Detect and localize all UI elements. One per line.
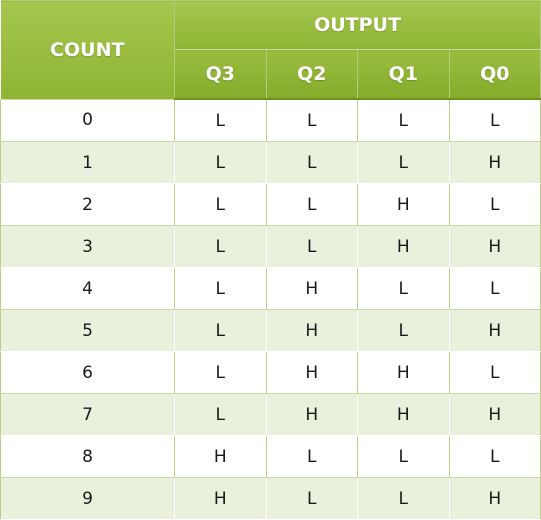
count-cell: 1: [0, 141, 175, 184]
table-row: 2 L L H L: [0, 183, 541, 226]
q3-cell: L: [174, 98, 267, 142]
table-row: 4 L H L L: [0, 267, 541, 310]
q1-cell: L: [357, 435, 450, 478]
count-cell: 6: [0, 351, 175, 394]
q2-cell: H: [265, 267, 358, 310]
q1-cell: L: [357, 267, 450, 310]
table-row: 5 L H L H: [0, 309, 541, 352]
q1-cell: L: [357, 477, 450, 520]
q3-cell: L: [174, 183, 267, 226]
q2-header: Q2: [265, 49, 358, 100]
q3-cell: H: [174, 435, 267, 478]
q2-cell: L: [265, 141, 358, 184]
q0-cell: L: [448, 435, 541, 478]
q3-cell: L: [174, 309, 267, 352]
q0-cell: H: [448, 141, 541, 184]
table-row: 7 L H H H: [0, 393, 541, 436]
q1-cell: H: [357, 183, 450, 226]
q0-cell: H: [448, 225, 541, 268]
q0-cell: L: [448, 183, 541, 226]
q3-cell: L: [174, 393, 267, 436]
table-header: COUNT OUTPUT Q3 Q2 Q1 Q0: [0, 0, 541, 100]
q1-cell: H: [357, 351, 450, 394]
q2-cell: L: [265, 225, 358, 268]
table-row: 3 L L H H: [0, 225, 541, 268]
q1-cell: H: [357, 393, 450, 436]
q0-cell: H: [448, 309, 541, 352]
q3-cell: L: [174, 225, 267, 268]
q2-cell: H: [265, 351, 358, 394]
q0-cell: H: [448, 393, 541, 436]
q2-cell: L: [265, 98, 358, 142]
header-row-top: COUNT OUTPUT: [0, 0, 541, 100]
q3-cell: H: [174, 477, 267, 520]
count-cell: 0: [0, 98, 175, 142]
q3-cell: L: [174, 141, 267, 184]
q2-cell: L: [265, 435, 358, 478]
output-header: OUTPUT: [173, 0, 541, 50]
q1-cell: L: [357, 141, 450, 184]
header-row-sub: Q3 Q2 Q1 Q0: [1, 49, 541, 100]
table-row: 0 L L L L: [0, 98, 541, 142]
count-cell: 9: [0, 477, 175, 520]
q3-header: Q3: [174, 49, 267, 100]
table-row: 6 L H H L: [0, 351, 541, 394]
count-cell: 8: [0, 435, 175, 478]
q2-cell: L: [265, 477, 358, 520]
q3-cell: L: [174, 351, 267, 394]
q0-header: Q0: [448, 49, 541, 100]
q1-header: Q1: [357, 49, 450, 100]
count-header: COUNT: [0, 0, 175, 100]
count-cell: 5: [0, 309, 175, 352]
q1-cell: H: [357, 225, 450, 268]
table-row: 8 H L L L: [0, 435, 541, 478]
q2-cell: H: [265, 309, 358, 352]
count-cell: 2: [0, 183, 175, 226]
q2-cell: H: [265, 393, 358, 436]
count-cell: 7: [0, 393, 175, 436]
q3-cell: L: [174, 267, 267, 310]
table-row: 9 H L L H: [0, 477, 541, 520]
q1-cell: L: [357, 309, 450, 352]
q0-cell: H: [448, 477, 541, 520]
q0-cell: L: [448, 267, 541, 310]
count-cell: 4: [0, 267, 175, 310]
table-row: 1 L L L H: [0, 141, 541, 184]
count-cell: 3: [0, 225, 175, 268]
q1-cell: L: [357, 98, 450, 142]
q0-cell: L: [448, 98, 541, 142]
q0-cell: L: [448, 351, 541, 394]
q2-cell: L: [265, 183, 358, 226]
table-body: 0 L L L L 1 L L L H 2 L L H L 3 L L H H: [0, 98, 541, 520]
